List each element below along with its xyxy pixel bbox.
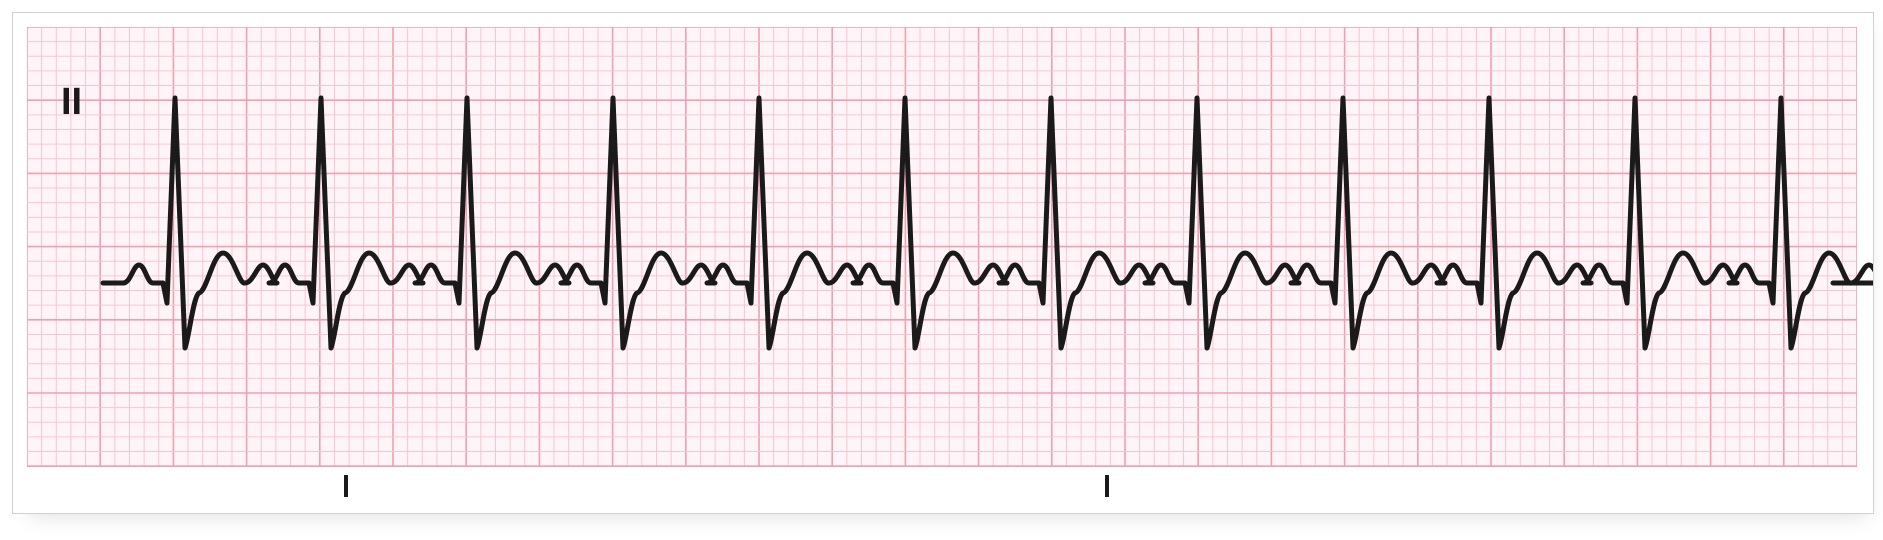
- time-tick: [344, 475, 348, 497]
- ecg-trace-svg: [13, 13, 1873, 513]
- time-tick: [1105, 475, 1109, 497]
- ecg-strip-paper: II: [12, 12, 1874, 514]
- lead-label: II: [61, 81, 82, 124]
